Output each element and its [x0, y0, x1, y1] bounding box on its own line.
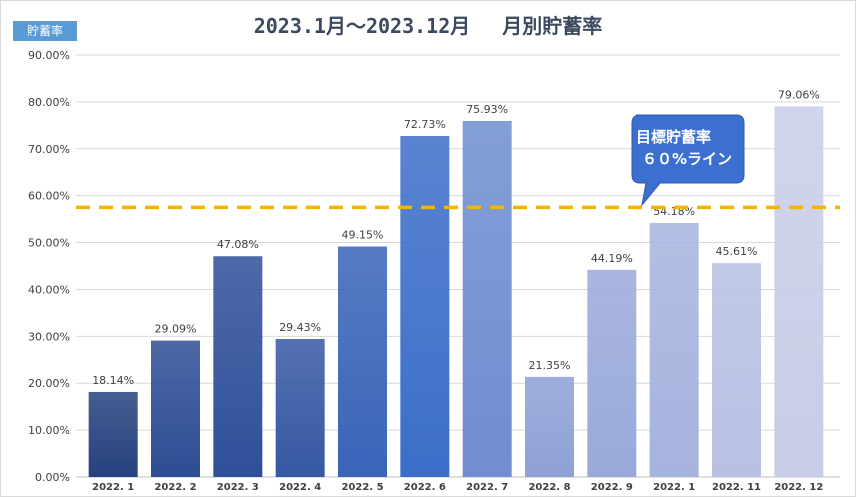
y-tick-label: 70.00% [28, 143, 70, 156]
savings-rate-badge: 貯蓄率 [13, 21, 77, 41]
x-tick-label: 2022. 1 [653, 482, 695, 493]
data-label: 79.06% [778, 88, 820, 101]
data-label: 18.14% [92, 374, 134, 387]
bar-6 [400, 135, 450, 477]
bar-1 [88, 391, 138, 477]
data-label: 29.09% [155, 323, 197, 336]
data-label: 47.08% [217, 238, 259, 251]
y-tick-label: 40.00% [28, 283, 70, 296]
x-tick-label: 2022. 1 [92, 482, 134, 493]
x-tick-label: 2022. 9 [591, 482, 633, 493]
bar-2 [151, 340, 200, 477]
callout-line-1: 目標貯蓄率 [636, 128, 711, 146]
chart-title: 2023.1月～2023.12月 月別貯蓄率 [253, 14, 603, 38]
bar-8 [525, 376, 574, 477]
y-tick-label: 80.00% [28, 96, 70, 109]
y-tick-label: 20.00% [28, 377, 70, 390]
data-label: 44.19% [591, 252, 633, 265]
callout-bubble [631, 114, 745, 207]
x-tick-label: 2022. 4 [279, 482, 321, 493]
data-label: 29.43% [279, 321, 321, 334]
x-tick-label: 2022. 8 [528, 482, 570, 493]
x-tick-label: 2022. 6 [404, 482, 446, 493]
bar-9 [587, 269, 637, 477]
x-tick-label: 2022. 12 [774, 482, 823, 493]
data-label: 45.61% [716, 245, 758, 258]
data-label: 21.35% [529, 359, 571, 372]
callout-line-2: ６０%ライン [642, 150, 732, 168]
y-tick-label: 10.00% [28, 424, 70, 437]
data-label: 72.73% [404, 118, 446, 131]
bar-11 [712, 263, 761, 477]
x-tick-label: 2022. 11 [712, 482, 761, 493]
y-tick-label: 30.00% [28, 330, 70, 343]
bar-12 [774, 106, 824, 477]
bar-5 [338, 246, 387, 477]
bar-10 [649, 222, 699, 477]
bar-3 [213, 256, 263, 477]
x-tick-label: 2022. 5 [341, 482, 383, 493]
data-label: 75.93% [466, 103, 508, 116]
y-tick-label: 60.00% [28, 190, 70, 203]
x-tick-label: 2022. 2 [154, 482, 196, 493]
y-tick-label: 90.00% [28, 49, 70, 62]
bar-7 [462, 120, 512, 478]
x-tick-label: 2022. 3 [217, 482, 259, 493]
y-tick-label: 0.00% [35, 471, 70, 484]
x-tick-label: 2022. 7 [466, 482, 508, 493]
y-tick-label: 50.00% [28, 237, 70, 250]
data-label: 49.15% [342, 229, 384, 242]
bar-4 [275, 339, 325, 477]
